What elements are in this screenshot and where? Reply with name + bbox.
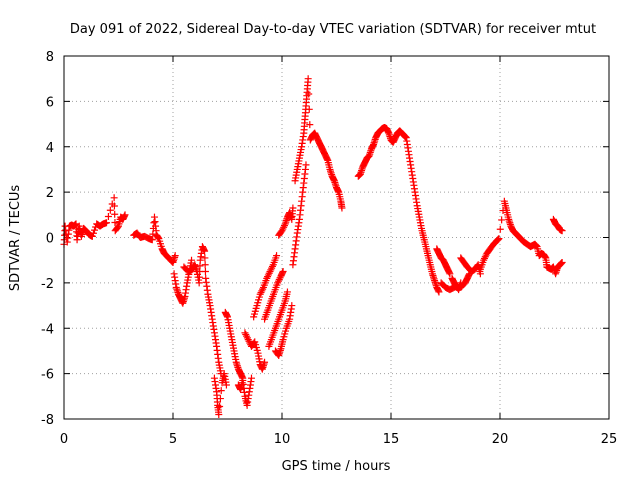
data-point (558, 227, 566, 235)
data-point (114, 223, 122, 231)
data-point (243, 332, 251, 340)
data-point (121, 211, 129, 219)
y-tick-label: -2 (41, 277, 54, 292)
data-point (268, 262, 276, 270)
data-point (242, 330, 250, 338)
data-point (278, 227, 286, 235)
data-point (435, 288, 443, 296)
data-point (495, 235, 503, 243)
data-point (263, 274, 271, 282)
data-point (302, 161, 310, 169)
data-point (256, 290, 264, 298)
data-point (110, 194, 118, 202)
data-point (217, 387, 225, 395)
data-point (274, 279, 282, 287)
data-point (306, 121, 314, 129)
x-tick-label: 5 (169, 432, 177, 447)
data-point (91, 226, 99, 234)
data-point (201, 247, 209, 255)
x-tick-label: 20 (492, 432, 509, 447)
x-tick-labels: 0 5 10 15 20 25 (60, 432, 617, 447)
plot-frame (63, 55, 610, 420)
data-point (480, 254, 488, 262)
y-tick-label: 0 (46, 232, 54, 247)
data-point (279, 225, 287, 233)
data-point (481, 253, 489, 261)
data-point (89, 229, 97, 237)
x-tick-label: 10 (274, 432, 291, 447)
data-point (305, 90, 313, 98)
data-point (222, 381, 230, 389)
data-point (259, 285, 267, 293)
data-point (111, 218, 119, 226)
data-point (267, 266, 275, 274)
data-point (280, 222, 288, 230)
data-point (268, 264, 276, 272)
data-point (103, 219, 111, 227)
data-point (266, 268, 274, 276)
data-point (88, 232, 96, 240)
data-point (288, 302, 296, 310)
data-point (241, 329, 249, 337)
data-point (257, 289, 265, 297)
x-tick-label: 0 (60, 432, 68, 447)
data-point (275, 275, 283, 283)
data-point (304, 75, 312, 83)
y-tick-label: -8 (41, 413, 54, 428)
data-point (305, 105, 313, 113)
y-tick-label: -4 (41, 322, 54, 337)
y-tick-label: 6 (46, 95, 54, 110)
data-point (338, 204, 346, 212)
data-point (558, 258, 566, 266)
y-tick-label: 8 (46, 50, 54, 65)
data-point (104, 213, 112, 221)
y-tick-labels: -8 -6 -4 -2 0 2 4 6 8 (41, 50, 54, 428)
data-point (265, 269, 273, 277)
data-point (264, 273, 272, 281)
data-point (498, 216, 506, 224)
data-point (289, 204, 297, 212)
y-tick-label: 4 (46, 141, 54, 156)
data-point (273, 252, 281, 260)
data-point (201, 268, 209, 276)
data-point (480, 256, 488, 264)
data-point (110, 202, 118, 210)
y-axis-label: SDTVAR / TECUs (8, 185, 23, 292)
data-point (215, 410, 223, 418)
data-point (496, 225, 504, 233)
data-point (216, 403, 224, 411)
data-point (279, 268, 287, 276)
x-axis-label: GPS time / hours (282, 459, 391, 474)
y-tick-label: -6 (41, 368, 54, 383)
data-point (250, 339, 258, 347)
data-point (216, 395, 224, 403)
x-tick-label: 15 (383, 432, 400, 447)
data-point (201, 254, 209, 262)
data-point (274, 277, 282, 285)
data-point (261, 358, 269, 366)
y-tick-label: 2 (46, 186, 54, 201)
data-point (283, 288, 291, 296)
data-point (244, 336, 252, 344)
data-point (106, 206, 114, 214)
data-point (111, 210, 119, 218)
data-points (60, 75, 566, 418)
chart-title: Day 091 of 2022, Sidereal Day-to-day VTE… (70, 22, 596, 37)
data-point (258, 287, 266, 295)
data-point (201, 261, 209, 269)
data-point (446, 270, 454, 278)
data-point (243, 334, 251, 342)
data-point (264, 271, 272, 279)
data-point (247, 374, 255, 382)
x-tick-label: 25 (601, 432, 618, 447)
data-point (171, 252, 179, 260)
data-point (280, 223, 288, 231)
data-point (188, 256, 196, 264)
